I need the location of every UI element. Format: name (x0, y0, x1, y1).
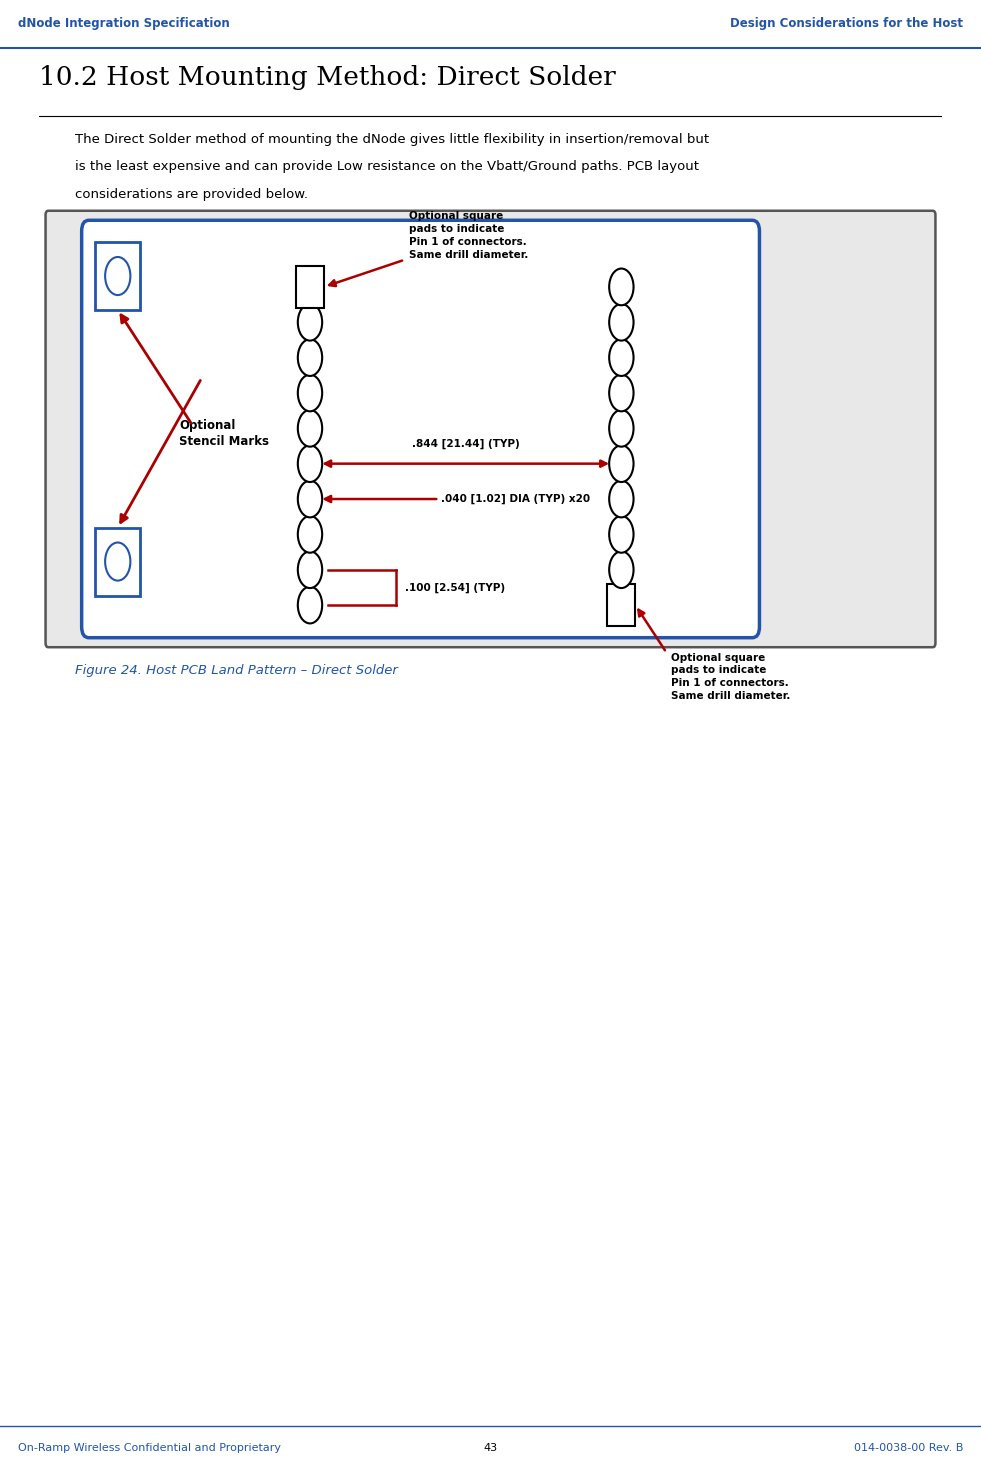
Circle shape (105, 542, 130, 580)
Text: Optional square
pads to indicate
Pin 1 of connectors.
Same drill diameter.: Optional square pads to indicate Pin 1 o… (671, 652, 791, 702)
Text: considerations are provided below.: considerations are provided below. (76, 187, 308, 200)
Text: The Direct Solder method of mounting the dNode gives little flexibility in inser: The Direct Solder method of mounting the… (76, 133, 709, 146)
Text: is the least expensive and can provide Low resistance on the Vbatt/Ground paths.: is the least expensive and can provide L… (76, 161, 699, 174)
Circle shape (609, 269, 634, 306)
Circle shape (609, 409, 634, 447)
FancyBboxPatch shape (81, 221, 759, 637)
Text: .040 [1.02] DIA (TYP) x20: .040 [1.02] DIA (TYP) x20 (440, 494, 590, 504)
Text: Figure 24. Host PCB Land Pattern – Direct Solder: Figure 24. Host PCB Land Pattern – Direc… (76, 664, 398, 677)
Text: Design Considerations for the Host: Design Considerations for the Host (730, 18, 963, 31)
Text: 43: 43 (484, 1443, 497, 1453)
Text: .844 [21.44] (TYP): .844 [21.44] (TYP) (412, 439, 520, 449)
Circle shape (105, 257, 130, 295)
Circle shape (298, 339, 322, 376)
Bar (296, 266, 324, 308)
Text: 10.2 Host Mounting Method: Direct Solder: 10.2 Host Mounting Method: Direct Solder (39, 66, 616, 91)
Circle shape (609, 304, 634, 341)
Circle shape (298, 374, 322, 411)
Text: Optional square
pads to indicate
Pin 1 of connectors.
Same drill diameter.: Optional square pads to indicate Pin 1 o… (409, 212, 529, 260)
FancyBboxPatch shape (45, 211, 936, 648)
Circle shape (609, 374, 634, 411)
Circle shape (298, 304, 322, 341)
Text: On-Ramp Wireless Confidential and Proprietary: On-Ramp Wireless Confidential and Propri… (18, 1443, 281, 1453)
Circle shape (609, 446, 634, 482)
Circle shape (298, 409, 322, 447)
Circle shape (609, 516, 634, 553)
Circle shape (609, 481, 634, 518)
Circle shape (298, 516, 322, 553)
Text: Optional
Stencil Marks: Optional Stencil Marks (180, 418, 269, 449)
Bar (95, 528, 140, 595)
Circle shape (298, 446, 322, 482)
Text: 014-0038-00 Rev. B: 014-0038-00 Rev. B (854, 1443, 963, 1453)
Circle shape (298, 481, 322, 518)
Text: .100 [2.54] (TYP): .100 [2.54] (TYP) (405, 582, 505, 592)
Text: dNode Integration Specification: dNode Integration Specification (18, 18, 230, 31)
Bar (607, 583, 636, 626)
Circle shape (298, 586, 322, 623)
Circle shape (609, 551, 634, 588)
Bar (95, 243, 140, 310)
Circle shape (609, 339, 634, 376)
Circle shape (298, 551, 322, 588)
